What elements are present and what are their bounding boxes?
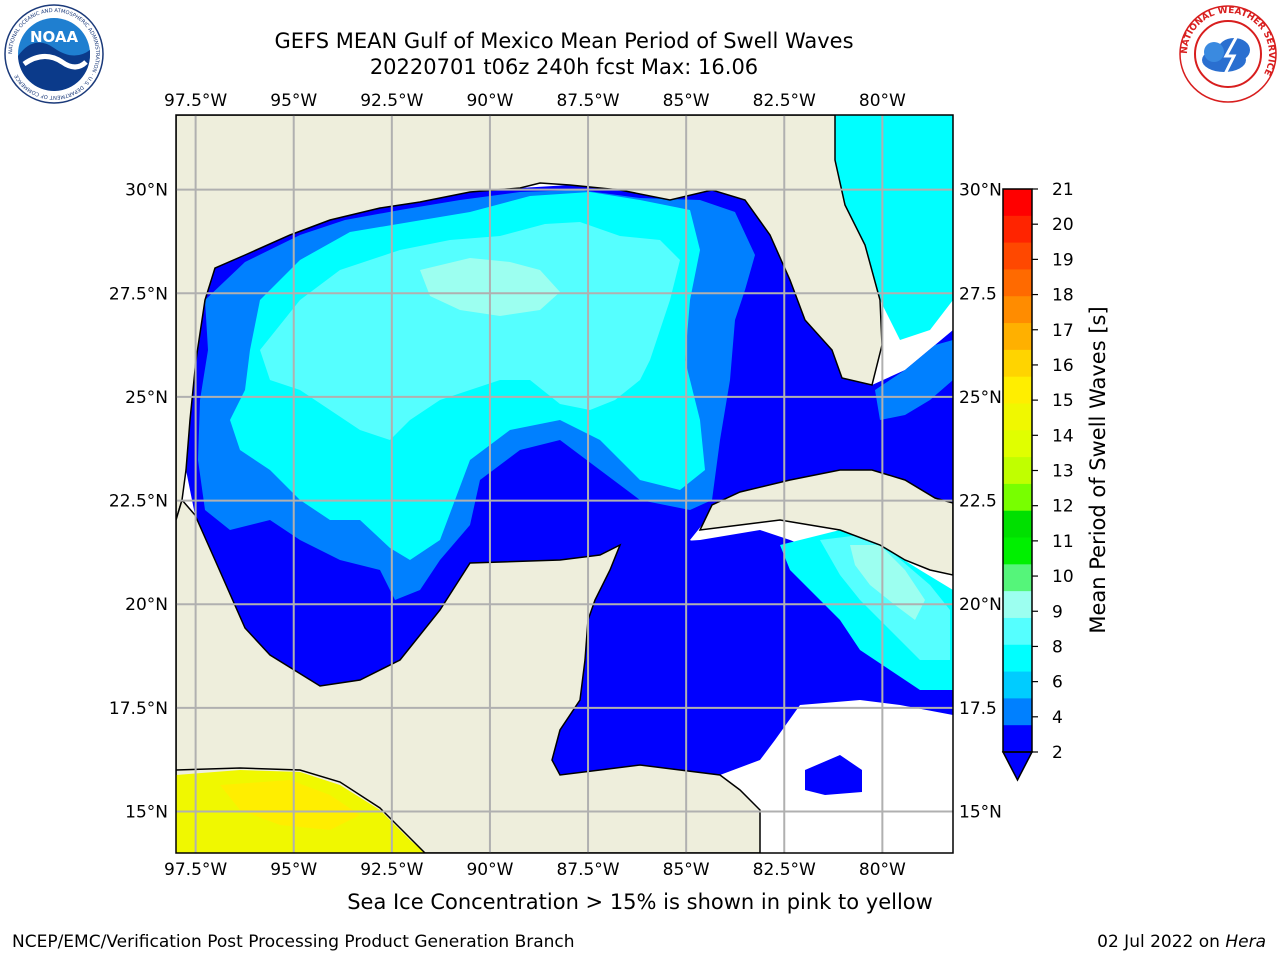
date-text: 02 Jul 2022 on Hera (1097, 932, 1266, 952)
colorbar-swatch (1003, 483, 1032, 512)
noaa-logo: NOAA NATIONAL OCEANIC AND ATMOSPHERIC AD… (4, 4, 104, 104)
colorbar-tick-label: 18 (1052, 286, 1074, 306)
colorbar-tick-label: 12 (1052, 497, 1074, 517)
lat-label-right: 25°N (959, 388, 1002, 408)
colorbar-tick-label: 17 (1052, 321, 1074, 341)
graticule (176, 115, 953, 853)
colorbar-tick-label: 21 (1052, 180, 1074, 200)
colorbar-swatch (1003, 698, 1032, 726)
lat-label-left: 27.5°N (109, 284, 168, 304)
colorbar-tick-label: 4 (1052, 708, 1063, 728)
colorbar-tick-label: 11 (1052, 532, 1074, 552)
colorbar-swatch (1003, 591, 1032, 619)
colorbar-tick-label: 8 (1052, 637, 1063, 657)
pacific-coastline (176, 767, 426, 853)
land-cuba (698, 469, 953, 576)
colorbar-tick-label: 13 (1052, 462, 1074, 482)
chart-subtitle: 20220701 t06z 240h fcst Max: 16.06 (369, 55, 759, 79)
colorbar-swatch (1003, 269, 1032, 297)
lat-label-left: 15°N (125, 803, 168, 823)
lat-label-right: 22.5 (959, 492, 997, 512)
axis-labels: 97.5°W 97.5°W 95°W 95°W 92.5°W 92.5°W 90°W 90°W… (109, 91, 1002, 880)
lon-label-top: 92.5°W (360, 91, 423, 111)
lat-label-right: 20°N (959, 595, 1002, 615)
colorbar-swatch (1003, 323, 1032, 351)
south-caribbean-blue-patch (805, 755, 862, 795)
run-date: 02 Jul 2022 on (1097, 932, 1220, 952)
colorbar-tick-label: 19 (1052, 250, 1074, 270)
colorbar-tick-label: 10 (1052, 567, 1074, 587)
lon-label-bottom: 97.5°W (164, 860, 227, 880)
lat-label-left: 20°N (125, 595, 168, 615)
lat-label-left: 22.5°N (109, 492, 168, 512)
noaa-text: NOAA (30, 28, 79, 46)
colorbar-swatch (1003, 349, 1032, 378)
sea-ice-bright-patch (220, 780, 360, 830)
colorbar-swatch (1003, 376, 1032, 404)
lon-label-bottom: 80°W (859, 860, 906, 880)
colorbar-label: Mean Period of Swell Waves [s] (1086, 306, 1110, 634)
map-field (176, 115, 953, 853)
colorbar-swatch (1003, 617, 1032, 646)
lon-label-top: 90°W (466, 91, 513, 111)
lat-label-right: 17.5 (959, 699, 997, 719)
colorbar-swatch (1003, 430, 1032, 458)
caribbean-pale-patch (850, 545, 925, 620)
colorbar-swatch (1003, 215, 1032, 244)
colorbar-swatch (1003, 189, 1032, 217)
chart-title: GEFS MEAN Gulf of Mexico Mean Period of … (274, 29, 854, 53)
colorbar-swatch (1003, 457, 1032, 485)
lon-label-bottom: 82.5°W (753, 860, 816, 880)
lon-label-top: 82.5°W (753, 91, 816, 111)
colorbar-tick-label: 16 (1052, 356, 1074, 376)
colorbar-swatch (1003, 671, 1032, 699)
colorbar-swatch (1003, 403, 1032, 431)
lat-label-left: 17.5°N (109, 699, 168, 719)
bahamas-blue-region (875, 340, 953, 420)
lat-label-right: 30°N (959, 181, 1002, 201)
land-north-america (176, 115, 883, 521)
lat-label-left: 25°N (125, 388, 168, 408)
host-name: Hera (1225, 932, 1266, 952)
colorbar-swatch (1003, 644, 1032, 673)
caribbean-light-cyan-region (820, 535, 950, 660)
colorbar-tick-label: 9 (1052, 602, 1063, 622)
nws-logo: NATIONAL WEATHER SERVICE (1179, 5, 1277, 103)
credit-text: NCEP/EMC/Verification Post Processing Pr… (12, 932, 575, 952)
lon-label-top: 95°W (270, 91, 317, 111)
lon-label-bottom: 85°W (663, 860, 710, 880)
colorbar-tick-label: 2 (1052, 743, 1063, 763)
lat-label-right: 15°N (959, 803, 1002, 823)
lon-label-top: 87.5°W (556, 91, 619, 111)
land-mexico-central-america (176, 498, 761, 853)
atlantic-cyan-region (835, 115, 953, 340)
lon-label-bottom: 92.5°W (360, 860, 423, 880)
lon-label-bottom: 87.5°W (556, 860, 619, 880)
lat-label-left: 30°N (125, 181, 168, 201)
lon-label-bottom: 90°W (466, 860, 513, 880)
sea-ice-note: Sea Ice Concentration > 15% is shown in … (347, 890, 933, 914)
lat-label-right: 27.5 (959, 284, 997, 304)
colorbar-tick-label: 14 (1052, 426, 1074, 446)
colorbar-extend-arrow (1001, 751, 1034, 782)
colorbar-swatch (1003, 564, 1032, 592)
colorbar-tick-label: 20 (1052, 215, 1074, 235)
colorbar: 21 20 19 18 17 16 15 14 13 12 11 10 9 8 6 4 2 (1001, 180, 1074, 782)
colorbar-tick-label: 6 (1052, 673, 1063, 693)
lon-label-bottom: 95°W (270, 860, 317, 880)
colorbar-swatch (1003, 242, 1032, 270)
colorbar-tick-label: 15 (1052, 391, 1074, 411)
colorbar-swatch (1003, 296, 1032, 324)
map-frame (175, 114, 954, 854)
gulf-light-cyan-region (260, 222, 680, 440)
lon-label-top: 85°W (663, 91, 710, 111)
colorbar-swatch (1003, 510, 1032, 539)
lon-label-top: 80°W (859, 91, 906, 111)
lon-label-top: 97.5°W (164, 91, 227, 111)
colorbar-swatch (1003, 537, 1032, 565)
colorbar-swatch (1003, 725, 1032, 753)
